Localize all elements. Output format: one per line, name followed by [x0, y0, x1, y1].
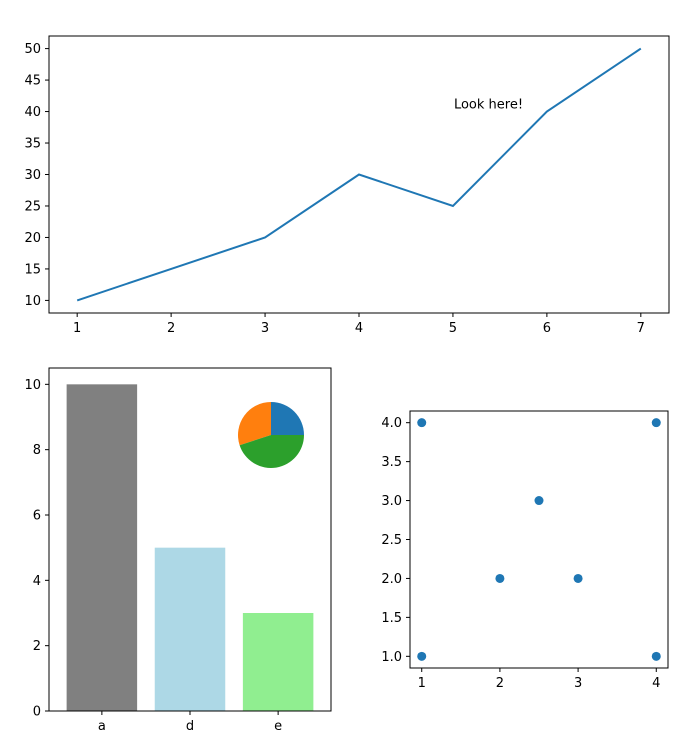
annotation-text: Look here!	[454, 98, 523, 113]
y-tick-label: 45	[24, 74, 41, 89]
pie-inset	[237, 402, 304, 469]
y-tick-label: 2.5	[381, 533, 402, 548]
y-tick-label: 10	[24, 378, 41, 393]
bar	[154, 547, 226, 711]
x-tick-label: 2	[167, 321, 175, 336]
pie-slice	[239, 435, 304, 469]
x-tick-label: 6	[543, 321, 551, 336]
y-tick-label: 2.0	[381, 572, 402, 587]
x-tick-label: a	[98, 719, 106, 734]
scatter-point	[573, 573, 583, 583]
scatter-point	[534, 496, 544, 506]
x-tick-label: 1	[418, 676, 426, 691]
scatter-point	[417, 418, 427, 428]
pie-slice	[271, 402, 304, 435]
x-tick-label: 3	[574, 676, 582, 691]
scatter-chart-axes: 1 2 3 4 1.0 1.5 2.0 2.5 3.0 3.5 4.0	[381, 410, 669, 691]
y-tick-label: 20	[24, 231, 41, 246]
bar-chart-axes: a d e 0 2 4 6 8 10	[24, 367, 332, 734]
x-tick-label: 7	[637, 321, 645, 336]
y-tick-label: 40	[24, 105, 41, 120]
y-tick-label: 8	[33, 443, 41, 458]
scatter-point	[651, 418, 661, 428]
y-tick-label: 6	[33, 509, 41, 524]
y-tick-label: 0	[33, 705, 41, 720]
x-tick-label: 5	[449, 321, 457, 336]
x-tick-label: 4	[355, 321, 363, 336]
scatter-point	[651, 651, 661, 661]
scatter-point	[495, 573, 505, 583]
x-tick-label: 3	[261, 321, 269, 336]
y-tick-label: 1.0	[381, 650, 402, 665]
y-tick-label: 25	[24, 199, 41, 214]
x-tick-label: d	[186, 719, 194, 734]
y-tick-label: 10	[24, 294, 41, 309]
scatter-point	[417, 651, 427, 661]
y-tick-label: 1.5	[381, 611, 402, 626]
bar	[242, 613, 314, 711]
x-tick-label: e	[274, 719, 282, 734]
y-tick-label: 3.5	[381, 455, 402, 470]
y-tick-label: 50	[24, 42, 41, 57]
y-tick-label: 35	[24, 137, 41, 152]
y-tick-label: 30	[24, 168, 41, 183]
y-tick-label: 4.0	[381, 416, 402, 431]
y-tick-label: 3.0	[381, 494, 402, 509]
x-tick-label: 1	[73, 321, 81, 336]
pie-slice	[237, 402, 271, 446]
x-tick-label: 4	[652, 676, 660, 691]
x-tick-label: 2	[496, 676, 504, 691]
y-tick-label: 2	[33, 639, 41, 654]
axes-frame	[409, 410, 669, 669]
series-line	[76, 47, 642, 302]
y-tick-label: 15	[24, 262, 41, 277]
bar	[66, 384, 138, 711]
y-tick-label: 4	[33, 574, 41, 589]
